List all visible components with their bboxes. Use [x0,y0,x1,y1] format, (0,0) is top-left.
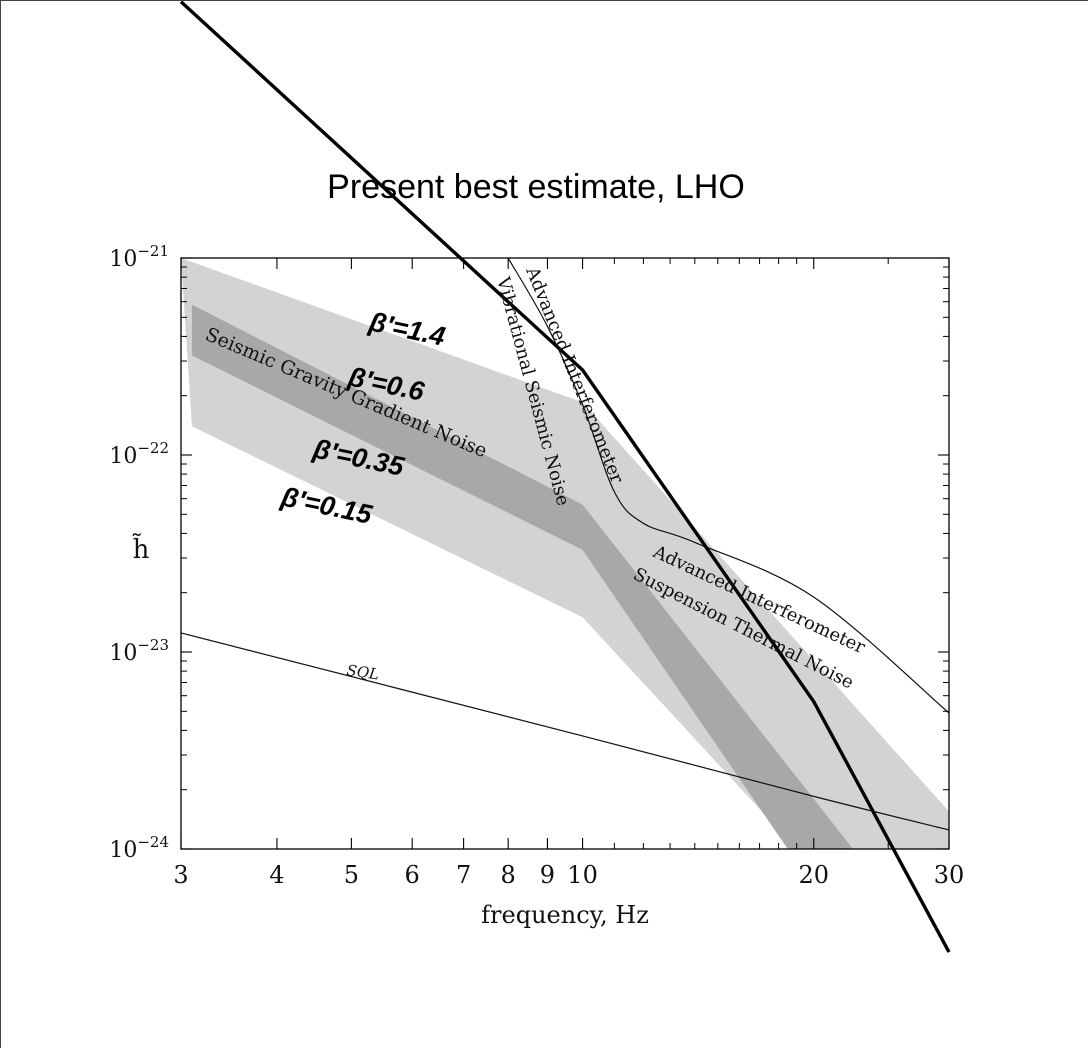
x-tick-label: 6 [405,861,420,889]
x-tick-label: 4 [269,861,284,889]
x-tick-label: 7 [456,861,471,889]
y-tick-label: 10−24 [109,833,169,863]
y-tick-label: 10−22 [109,439,169,469]
y-tick-label: 10−23 [109,636,169,666]
x-tick-label: 5 [344,861,359,889]
inner-noise-band [191,304,854,849]
axis-ticks [180,257,950,850]
x-tick-label: 10 [567,861,598,889]
sql-curve [181,632,949,831]
chart-title: Present best estimate, LHO [327,168,745,206]
x-tick-label: 3 [173,861,188,889]
y-axis-label: h̃ [132,533,149,565]
x-axis-label: frequency, Hz [481,901,649,929]
x-tick-label: 8 [501,861,516,889]
noise-bands [181,258,949,849]
noise-curves [181,258,949,831]
advanced-interferometer-curve [507,258,949,714]
sql-label: SQL [345,661,380,683]
x-tick-label: 30 [934,861,965,889]
x-tick-label: 20 [798,861,829,889]
axes-box [180,257,950,850]
x-tick-label: 9 [540,861,555,889]
lho-estimate-line [179,0,951,953]
y-tick-label: 10−21 [109,242,169,272]
tick-labels: 3 4 5 6 7 8 9 10 20 30 10−24 10−23 10−22 10−21 [109,242,964,889]
